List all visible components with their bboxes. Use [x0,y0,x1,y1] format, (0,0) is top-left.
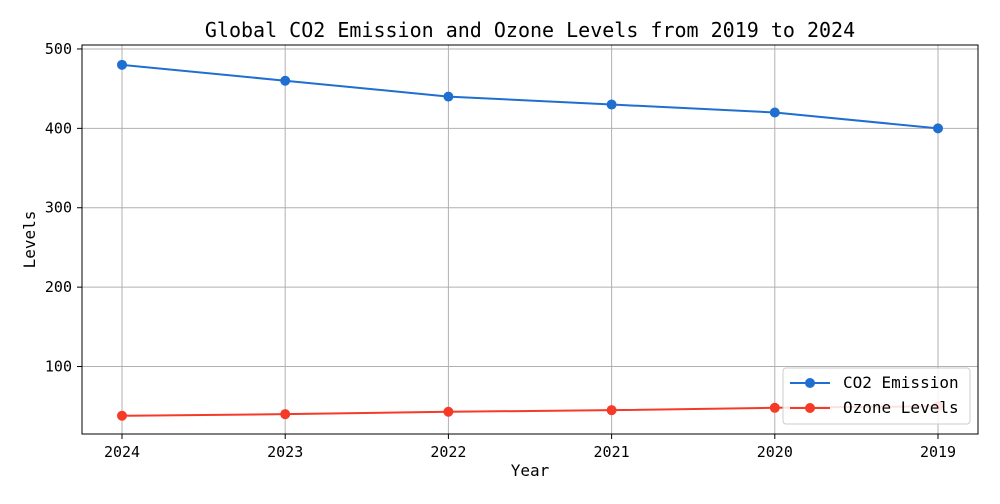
co2-emission-point [933,123,943,134]
x-tick-label: 2023 [267,443,303,461]
y-tick-label: 200 [45,278,72,296]
legend-label: CO2 Emission [843,373,959,392]
legend-label: Ozone Levels [843,398,959,417]
co2-emission-line [121,63,939,130]
y-tick-label: 400 [45,119,72,137]
co2-emission-point [443,91,454,102]
x-tick-label: 2022 [430,443,466,461]
ozone-levels-point [280,409,291,420]
legend-item: CO2 Emission [790,373,959,392]
co2-emission-point [117,59,127,70]
series-co2-emission [117,59,943,134]
legend-swatch-marker [805,403,815,413]
ozone-levels-point [769,402,780,413]
y-tick-label: 300 [45,199,72,217]
grid [82,45,978,434]
x-tick-label: 2021 [594,443,630,461]
ozone-levels-point [606,405,617,416]
ozone-levels-point [117,410,127,421]
legend: CO2 Emission Ozone Levels [782,367,971,425]
axis-ticks: 2024 2023 2022 2021 2020 2019 100 200 300 400 500 [45,40,956,461]
y-tick-label: 500 [45,40,72,58]
x-tick-label: 2019 [920,443,956,461]
x-tick-label: 2024 [104,443,140,461]
chart-title: Global CO2 Emission and Ozone Levels fro… [205,18,855,42]
x-axis-label: Year [511,461,550,480]
legend-swatch-marker [805,378,815,388]
co2-emission-point [769,107,780,118]
legend-item: Ozone Levels [790,398,959,417]
y-tick-label: 100 [45,358,72,376]
co2-emission-point [280,75,291,86]
x-tick-label: 2020 [757,443,793,461]
co2-emission-point [606,99,617,110]
plot-area-frame [81,44,979,435]
ozone-levels-point [443,406,454,417]
y-axis-label: Levels [20,211,39,269]
